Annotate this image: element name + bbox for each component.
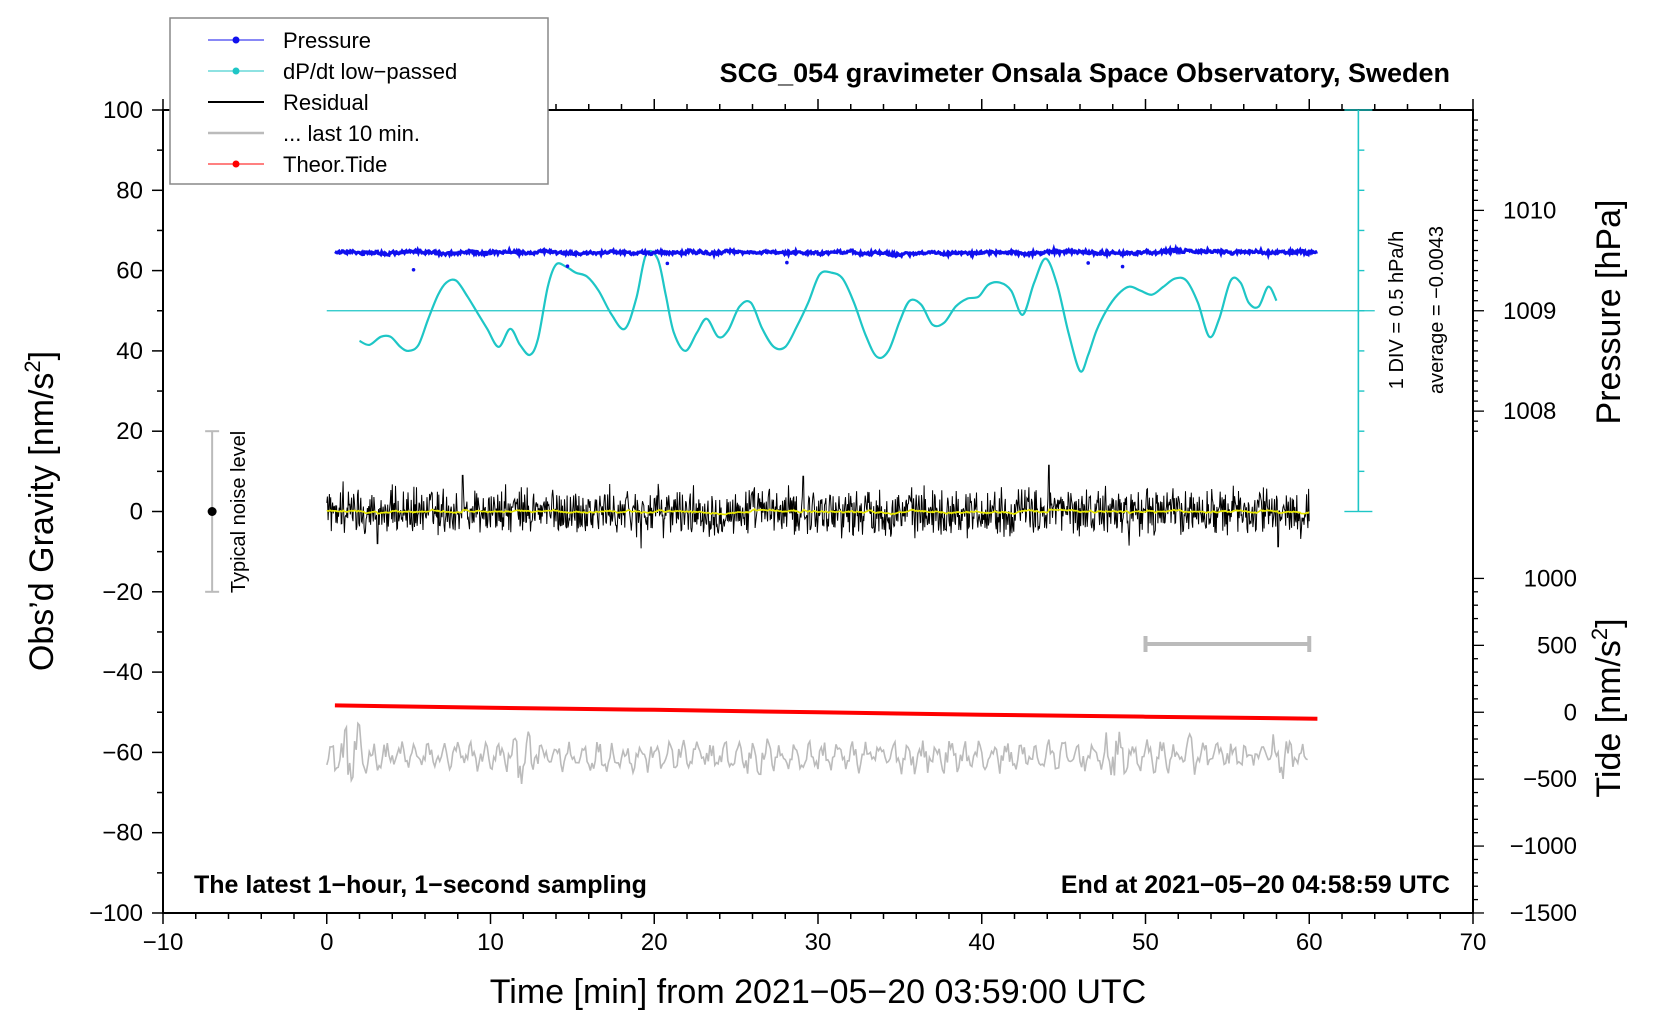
y-axis-label-sup: 2	[20, 360, 45, 372]
x-tick-label: 50	[1132, 929, 1159, 956]
x-tick-label: 20	[641, 929, 668, 956]
pressure-tick-labels: 1010 1009 1008	[1503, 197, 1556, 425]
series-residual	[326, 464, 1310, 549]
pressure-axis-label: Pressure [hPa]	[1590, 200, 1628, 425]
annotation-end-time: End at 2021−05−20 04:58:59 UTC	[1061, 871, 1450, 899]
legend-marker-theor-tide	[232, 160, 240, 168]
x-tick-label: −10	[143, 929, 184, 956]
legend-marker-pressure	[232, 36, 240, 44]
y-tick-label: −100	[89, 900, 143, 927]
legend-item-last-10-min: ... last 10 min.	[208, 121, 420, 146]
residual-mean-line	[326, 508, 1310, 516]
pressure-outlier	[565, 264, 570, 268]
legend-item-residual: Residual	[208, 90, 369, 115]
legend: Pressure dP/dt low−passed Residual ... l…	[169, 17, 549, 185]
x-tick-label: 0	[320, 929, 333, 956]
y-tick-label: −40	[102, 659, 143, 686]
tide-tick-label: −1000	[1510, 833, 1577, 860]
legend-item-theor-tide: Theor.Tide	[208, 152, 387, 177]
dpdt-line	[359, 250, 1278, 373]
x-tick-label: 40	[968, 929, 995, 956]
legend-item-dpdt: dP/dt low−passed	[208, 59, 457, 84]
pressure-tick-label: 1010	[1503, 197, 1556, 224]
theor-tide-line	[334, 703, 1318, 721]
last-10-min-line	[326, 721, 1308, 784]
y-tick-label: 80	[116, 177, 143, 204]
pressure-outlier	[1086, 261, 1090, 265]
axis-ticks	[152, 99, 1484, 924]
y-tick-label: 60	[116, 258, 143, 285]
series-theor-tide	[334, 703, 1318, 721]
tide-tick-label: −500	[1523, 766, 1577, 793]
tide-tick-label: 0	[1564, 699, 1577, 726]
series-pressure	[334, 243, 1318, 272]
tide-tick-label: −1500	[1510, 900, 1577, 927]
y-axis-label: Obs’d Gravity [nm/s2]	[20, 351, 61, 671]
pressure-outlier	[665, 261, 670, 266]
legend-label-dpdt: dP/dt low−passed	[283, 59, 457, 84]
pressure-tick-label: 1009	[1503, 298, 1556, 325]
x-tick-label: 30	[805, 929, 832, 956]
y-tick-label: −20	[102, 579, 143, 606]
series-dpdt	[326, 250, 1375, 373]
legend-label-theor-tide: Theor.Tide	[283, 152, 387, 177]
y-tick-label: 20	[116, 418, 143, 445]
legend-label-residual: Residual	[283, 90, 369, 115]
pressure-line	[334, 243, 1318, 261]
pressure-outlier	[411, 267, 416, 272]
residual-line	[326, 464, 1310, 549]
noise-bar-center	[207, 507, 217, 516]
y-axis-label-main: Obs’d Gravity [nm/s	[23, 373, 61, 672]
y-tick-label: −80	[102, 820, 143, 847]
series-last-10-min	[326, 721, 1308, 784]
scale-average-label: average = −0.0043	[1426, 226, 1448, 394]
tide-axis-label: Tide [nm/s2]	[1587, 618, 1628, 797]
noise-level-label: Typical noise level	[228, 431, 250, 593]
x-tick-label: 10	[477, 929, 504, 956]
tide-tick-label: 500	[1537, 632, 1577, 659]
legend-label-last-10-min: ... last 10 min.	[283, 121, 420, 146]
x-tick-labels: −10 0 10 20 30 40 50 60 70	[143, 929, 1487, 956]
tide-axis-label-sup: 2	[1587, 628, 1612, 640]
legend-marker-dpdt	[232, 67, 240, 75]
y-tick-label: 0	[130, 499, 143, 526]
y-tick-label: 100	[103, 97, 143, 124]
tide-axis-label-end: ]	[1590, 618, 1628, 627]
y-tick-label: 40	[116, 338, 143, 365]
y-axis-label-end: ]	[23, 351, 61, 360]
pressure-outlier	[785, 260, 789, 265]
tide-tick-labels: 1000 500 0 −500 −1000 −1500	[1510, 565, 1577, 927]
chart-title: SCG_054 gravimeter Onsala Space Observat…	[720, 58, 1450, 88]
tide-tick-label: 1000	[1524, 565, 1577, 592]
pressure-outlier	[1120, 264, 1125, 269]
x-tick-label: 70	[1460, 929, 1487, 956]
legend-label-pressure: Pressure	[283, 28, 371, 53]
y-tick-labels: 100 80 60 40 20 0 −20 −40 −60 −80 −100	[89, 97, 143, 927]
legend-item-pressure: Pressure	[208, 28, 371, 53]
pressure-tick-label: 1008	[1503, 398, 1556, 425]
chart-extras	[205, 109, 1373, 652]
scale-div-label: 1 DIV = 0.5 hPa/h	[1386, 231, 1408, 389]
x-axis-label: Time [min] from 2021−05−20 03:59:00 UTC	[490, 973, 1146, 1011]
tide-axis-label-main: Tide [nm/s	[1590, 640, 1628, 797]
y-tick-label: −60	[102, 739, 143, 766]
x-tick-label: 60	[1296, 929, 1323, 956]
annotation-sampling: The latest 1−hour, 1−second sampling	[194, 871, 647, 899]
